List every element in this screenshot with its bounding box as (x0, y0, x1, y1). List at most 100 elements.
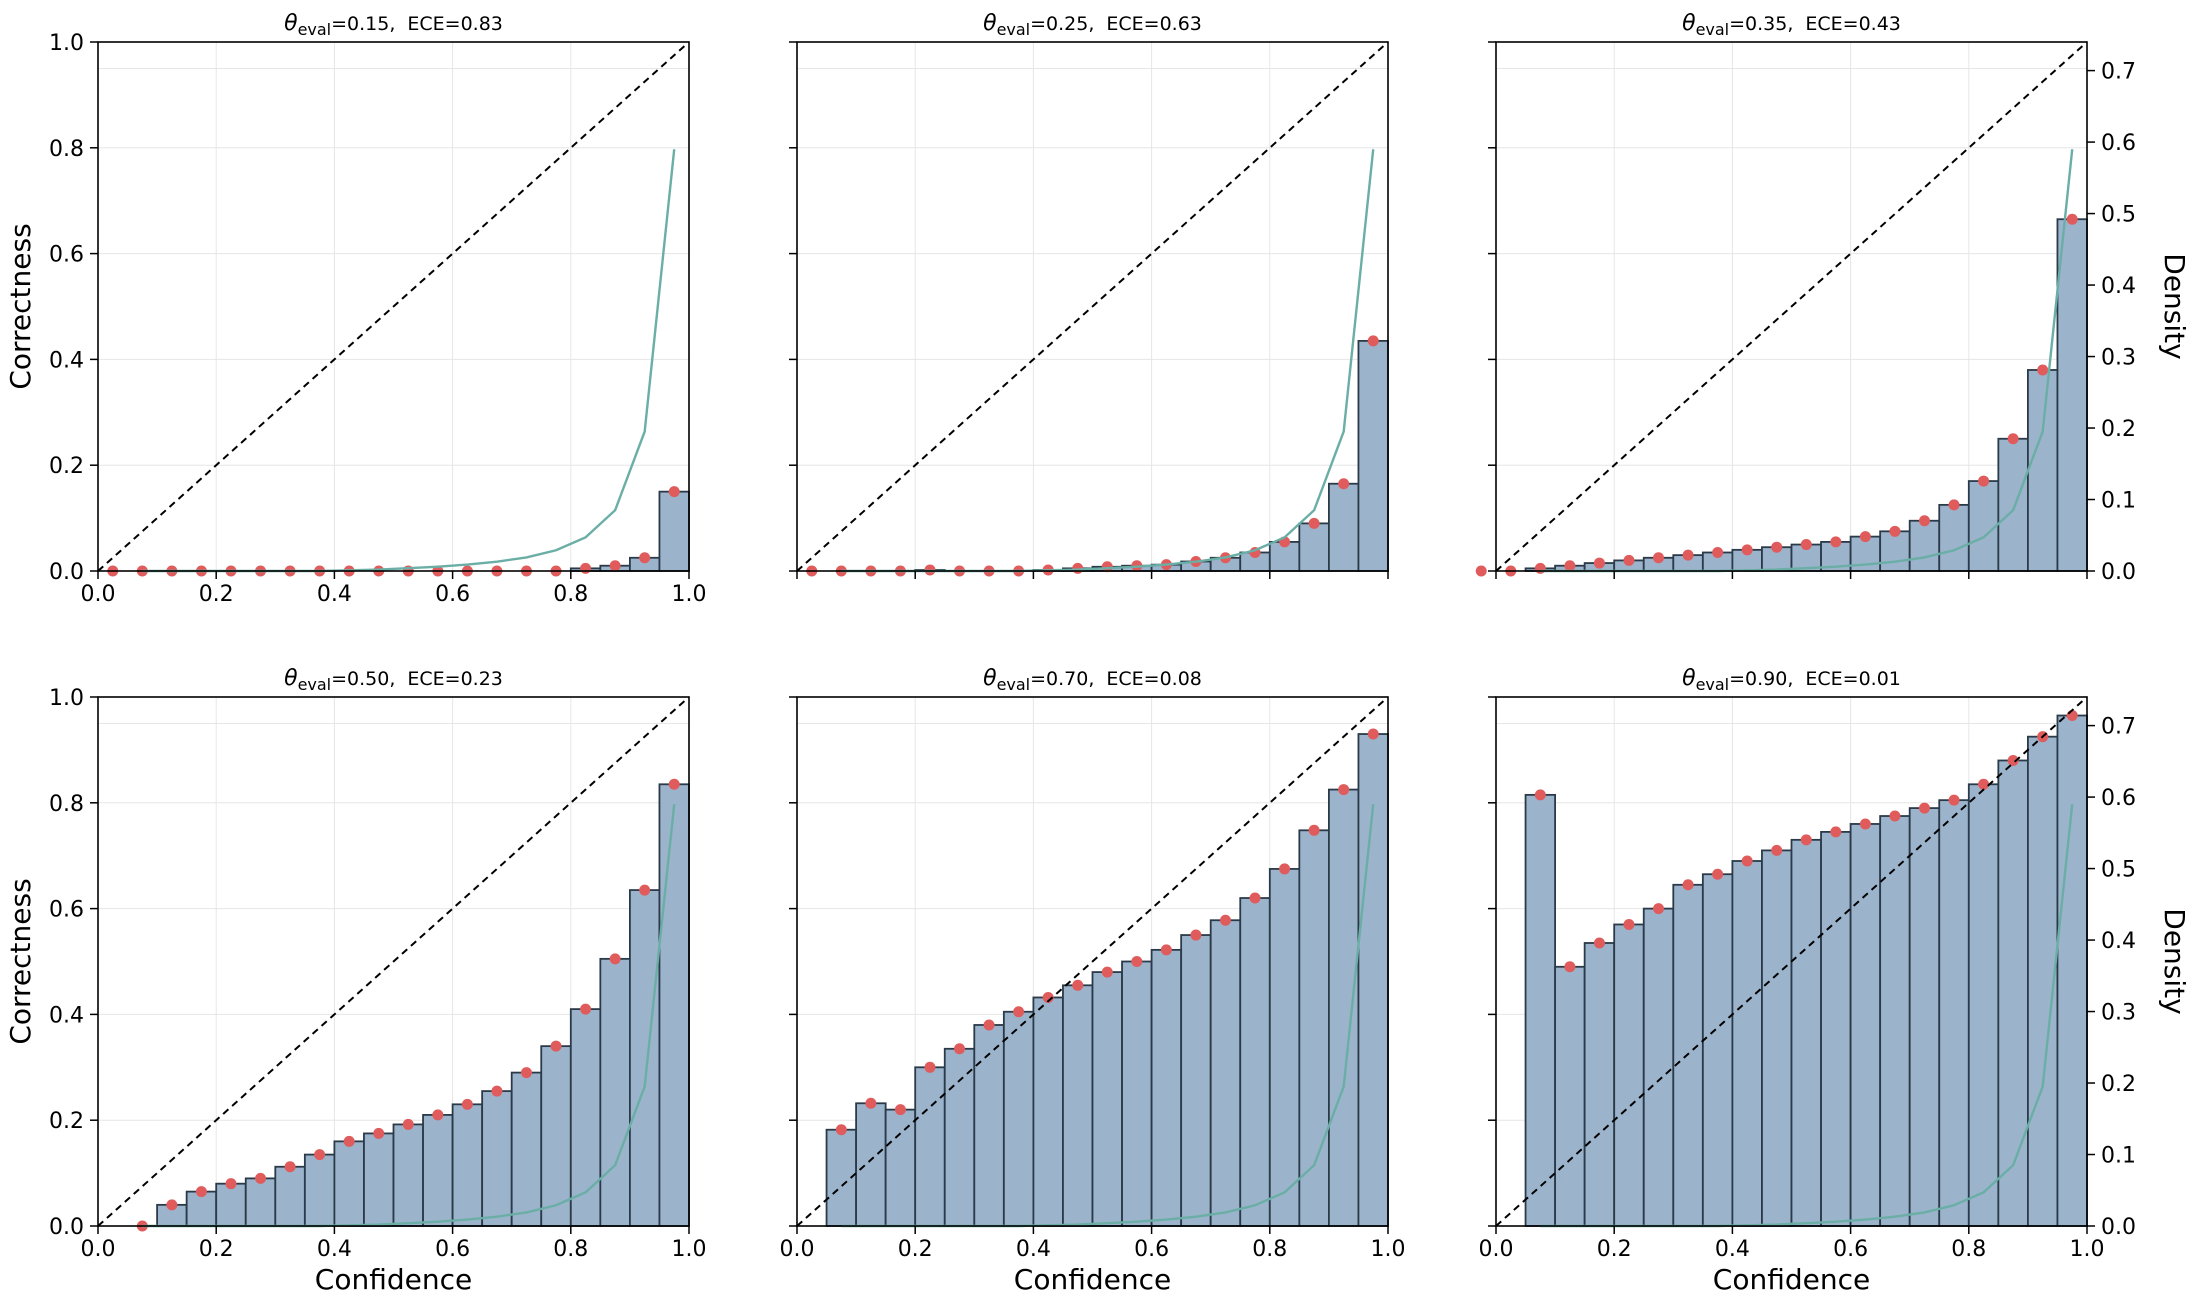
accuracy-point (668, 486, 680, 498)
accuracy-point (1741, 544, 1753, 556)
accuracy-point (1771, 541, 1783, 553)
accuracy-point (195, 1186, 207, 1198)
y2-tick-label: 0.1 (2101, 489, 2136, 514)
accuracy-point (1978, 778, 1990, 790)
y-tick-label: 0.0 (49, 560, 84, 585)
accuracy-point (166, 1199, 178, 1211)
density-line (142, 149, 676, 573)
accuracy-bar (451, 1103, 484, 1227)
accuracy-bar (943, 1047, 976, 1227)
accuracy-point (1593, 557, 1605, 569)
accuracy-bar (215, 1182, 247, 1227)
title-theta: θ (1682, 666, 1696, 691)
accuracy-bar (303, 1153, 336, 1227)
accuracy-point (1534, 562, 1546, 574)
x-tick-label: 0.4 (317, 582, 352, 607)
title-theta: θ (983, 11, 997, 36)
title-subscript: eval (997, 20, 1031, 39)
accuracy-points (835, 728, 1379, 1136)
accuracy-point (1593, 937, 1605, 949)
accuracy-bar (1967, 480, 2000, 572)
accuracy-point (609, 560, 621, 572)
accuracy-point (1682, 549, 1694, 561)
x-tick-label: 0.8 (1252, 1237, 1287, 1262)
accuracy-point (255, 1172, 267, 1184)
accuracy-points (806, 335, 1379, 577)
accuracy-bar (1849, 823, 1882, 1227)
accuracy-point (1859, 818, 1871, 830)
accuracy-point (2066, 213, 2078, 225)
x-tick-label: 0.2 (199, 1237, 234, 1262)
title-threshold: =0.50, (331, 668, 395, 690)
accuracy-point (580, 1003, 592, 1015)
accuracy-point (491, 1085, 503, 1097)
x-tick-label: 0.8 (553, 1237, 588, 1262)
panel-title: θeval=0.35, ECE=0.43 (1682, 11, 1901, 39)
y2-tick-label: 0.6 (2101, 131, 2136, 156)
accuracy-point (1338, 478, 1350, 490)
accuracy-point (1889, 525, 1901, 537)
y2-tick-label: 0.3 (2101, 346, 2136, 371)
accuracy-point (1859, 531, 1871, 543)
accuracy-point (1741, 855, 1753, 867)
y2-tick-label: 0.0 (2101, 560, 2136, 585)
accuracy-bar (1997, 437, 2029, 572)
accuracy-point (1249, 892, 1261, 904)
accuracy-point (954, 1043, 966, 1055)
accuracy-bar (599, 957, 631, 1227)
accuracy-point (609, 953, 621, 965)
accuracy-point (1771, 844, 1783, 856)
x-tick-label: 0.0 (1479, 1237, 1514, 1262)
accuracy-point (1190, 929, 1202, 941)
accuracy-bar (1908, 519, 1941, 572)
accuracy-point (1308, 517, 1320, 529)
accuracy-bar (1268, 868, 1301, 1227)
y-tick-label: 1.0 (49, 31, 84, 56)
x-tick-label: 0.2 (898, 1237, 933, 1262)
x-tick-label: 0.8 (1951, 1237, 1986, 1262)
accuracy-bar (1790, 838, 1822, 1227)
accuracy-point (432, 1109, 444, 1121)
accuracy-point (1072, 979, 1084, 991)
accuracy-bar (629, 889, 661, 1227)
title-theta: θ (284, 666, 298, 691)
accuracy-bar (1642, 907, 1675, 1227)
x-tick-label: 0.0 (780, 1237, 815, 1262)
accuracy-point (1367, 728, 1379, 740)
accuracy-bar (422, 1114, 454, 1227)
y-axis-label: Correctness (4, 878, 37, 1044)
accuracy-bar (1209, 919, 1242, 1227)
accuracy-bars (156, 783, 690, 1227)
accuracy-bar (1091, 971, 1123, 1227)
accuracy-bar (1938, 799, 1970, 1227)
perfect-calibration-line (796, 41, 1389, 572)
title-threshold: =0.25, (1030, 13, 1094, 35)
panel-title: θeval=0.90, ECE=0.01 (1682, 666, 1901, 694)
title-subscript: eval (298, 675, 332, 694)
accuracy-point (1948, 794, 1960, 806)
title-subscript: eval (1696, 675, 1730, 694)
title-ece: ECE=0.01 (1805, 668, 1901, 690)
accuracy-bar (658, 490, 690, 572)
accuracy-bar (1357, 339, 1389, 572)
accuracy-bar (1002, 1010, 1035, 1227)
perfect-calibration-line (796, 696, 1389, 1227)
title-threshold: =0.70, (1030, 668, 1094, 690)
accuracy-point (1367, 335, 1379, 347)
accuracy-bar (569, 1008, 602, 1227)
accuracy-bars (569, 490, 690, 572)
x-tick-label: 0.0 (81, 582, 116, 607)
accuracy-point (1712, 868, 1724, 880)
y-tick-label: 0.2 (49, 1109, 84, 1134)
accuracy-point (1160, 944, 1172, 956)
accuracy-point (1101, 561, 1113, 573)
accuracy-bar (1583, 942, 1616, 1227)
y2-tick-label: 0.7 (2101, 715, 2136, 740)
accuracy-point (1338, 784, 1350, 796)
y-tick-label: 0.4 (49, 348, 84, 373)
accuracy-points (1475, 213, 2078, 577)
accuracy-bar (1701, 873, 1734, 1227)
accuracy-point (865, 1097, 877, 1109)
accuracy-point (314, 1149, 326, 1161)
accuracy-bar (658, 783, 690, 1227)
